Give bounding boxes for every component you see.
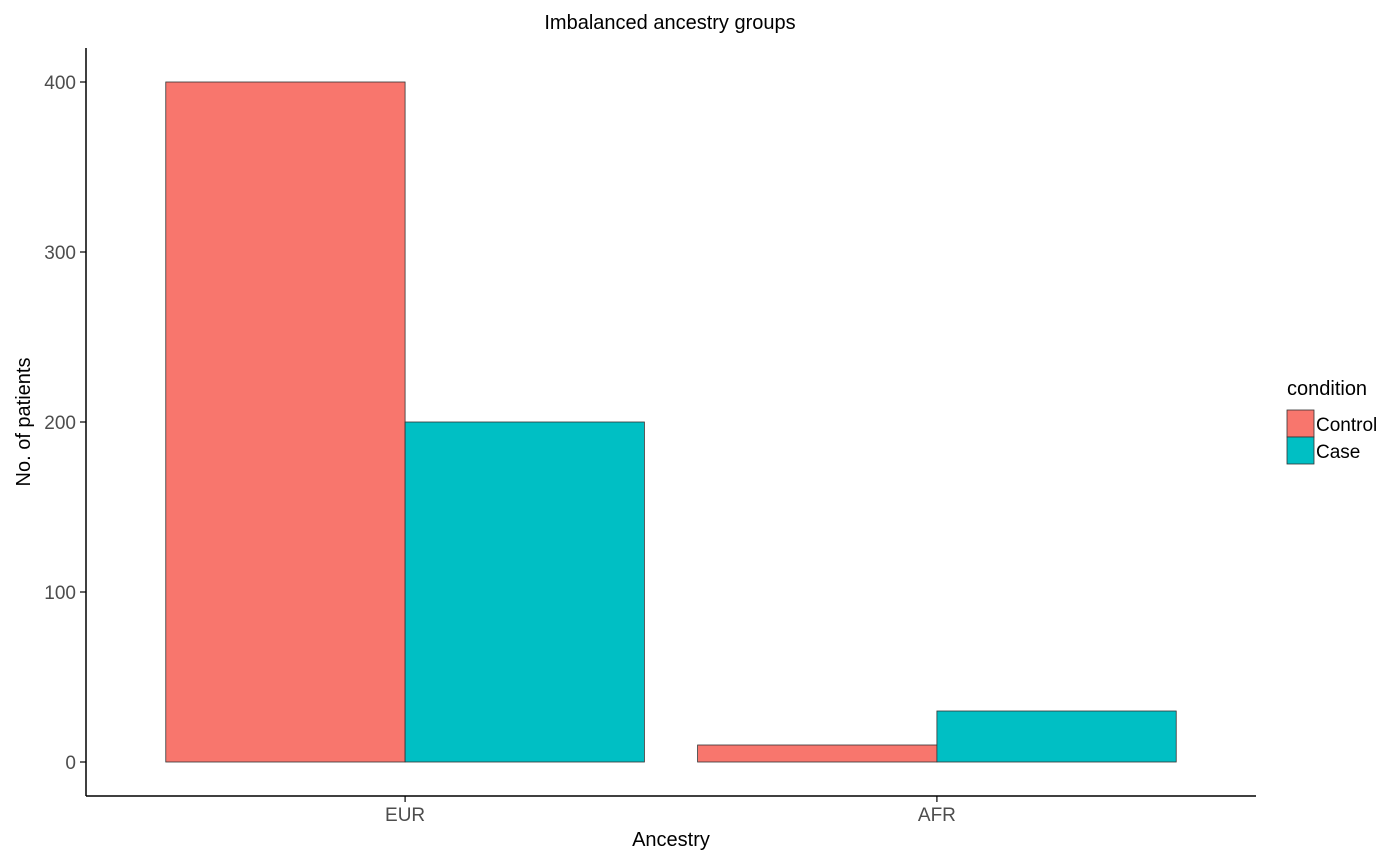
bar-afr-case [936, 710, 1177, 763]
legend: condition Control Case [1286, 378, 1377, 465]
y-tick-label: 400 [44, 73, 76, 94]
y-tick-label: 100 [44, 583, 76, 604]
y-tick-label: 200 [44, 413, 76, 434]
x-tick-label: AFR [918, 805, 956, 826]
y-tick-label: 300 [44, 243, 76, 264]
bars-layer [165, 81, 1177, 763]
legend-key-control [1286, 409, 1315, 438]
legend-title: condition [1287, 378, 1367, 400]
y-ticks-layer: 0 100 200 300 400 [44, 73, 86, 774]
y-tick-label: 0 [65, 753, 76, 774]
chart-title: Imbalanced ancestry groups [544, 12, 795, 34]
legend-key-case [1286, 436, 1315, 465]
bar-eur-case [404, 421, 645, 763]
y-axis-title: No. of patients [13, 358, 35, 487]
legend-label-control: Control [1316, 415, 1377, 436]
x-tick-label: EUR [385, 805, 425, 826]
legend-label-case: Case [1316, 442, 1360, 463]
x-ticks-layer: EUR AFR [385, 796, 956, 826]
x-axis-title: Ancestry [632, 829, 710, 851]
bar-afr-control [697, 744, 938, 763]
bar-eur-control [165, 81, 406, 763]
